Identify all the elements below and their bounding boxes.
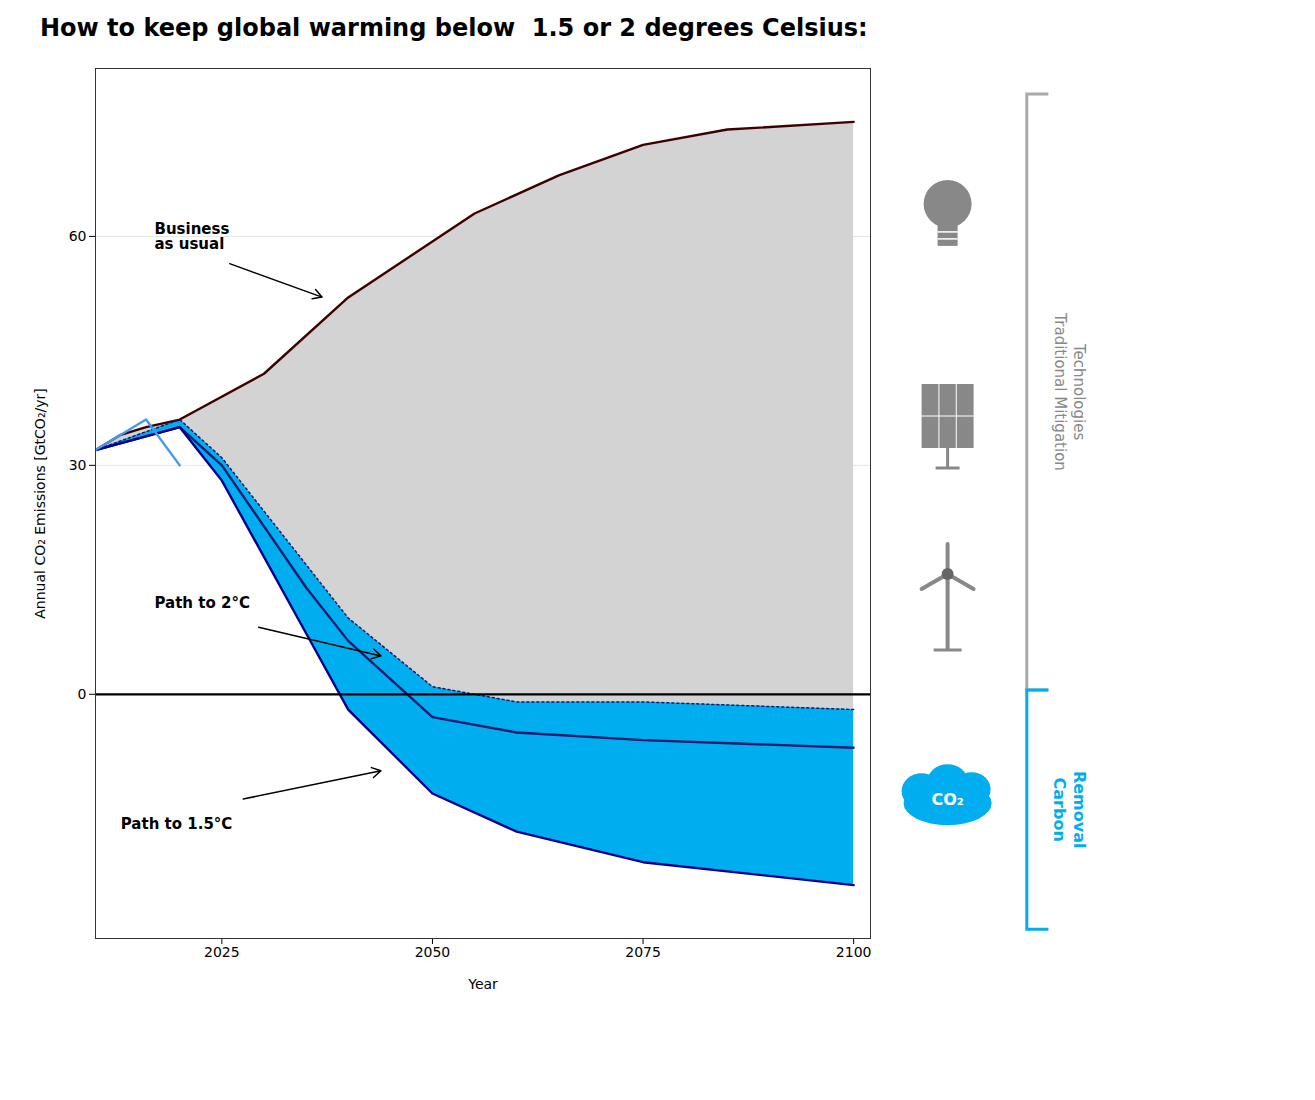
svg-text:0: 0	[78, 686, 87, 702]
svg-text:Year: Year	[467, 976, 498, 992]
svg-text:Path to 2°C: Path to 2°C	[154, 594, 249, 612]
svg-text:60: 60	[69, 228, 87, 244]
svg-text:Path to 1.5°C: Path to 1.5°C	[121, 815, 233, 833]
svg-text:2100: 2100	[836, 944, 872, 960]
html-text:How to keep global warming bel: How to keep global warming below 1.5 or …	[40, 14, 868, 42]
svg-text:30: 30	[69, 457, 87, 473]
svg-text:CO₂: CO₂	[931, 790, 963, 809]
svg-text:2025: 2025	[204, 944, 240, 960]
svg-text:2050: 2050	[415, 944, 451, 960]
svg-text:2075: 2075	[625, 944, 661, 960]
svg-text:CarbonRemoval: CarbonRemoval	[1050, 771, 1089, 849]
svg-text:Businessas usual: Businessas usual	[154, 220, 229, 253]
svg-text:Traditional MitigationTechnolo: Traditional MitigationTechnologies	[1051, 312, 1088, 470]
svg-text:Annual CO₂ Emissions [GtCO₂/yr: Annual CO₂ Emissions [GtCO₂/yr]	[32, 388, 48, 618]
